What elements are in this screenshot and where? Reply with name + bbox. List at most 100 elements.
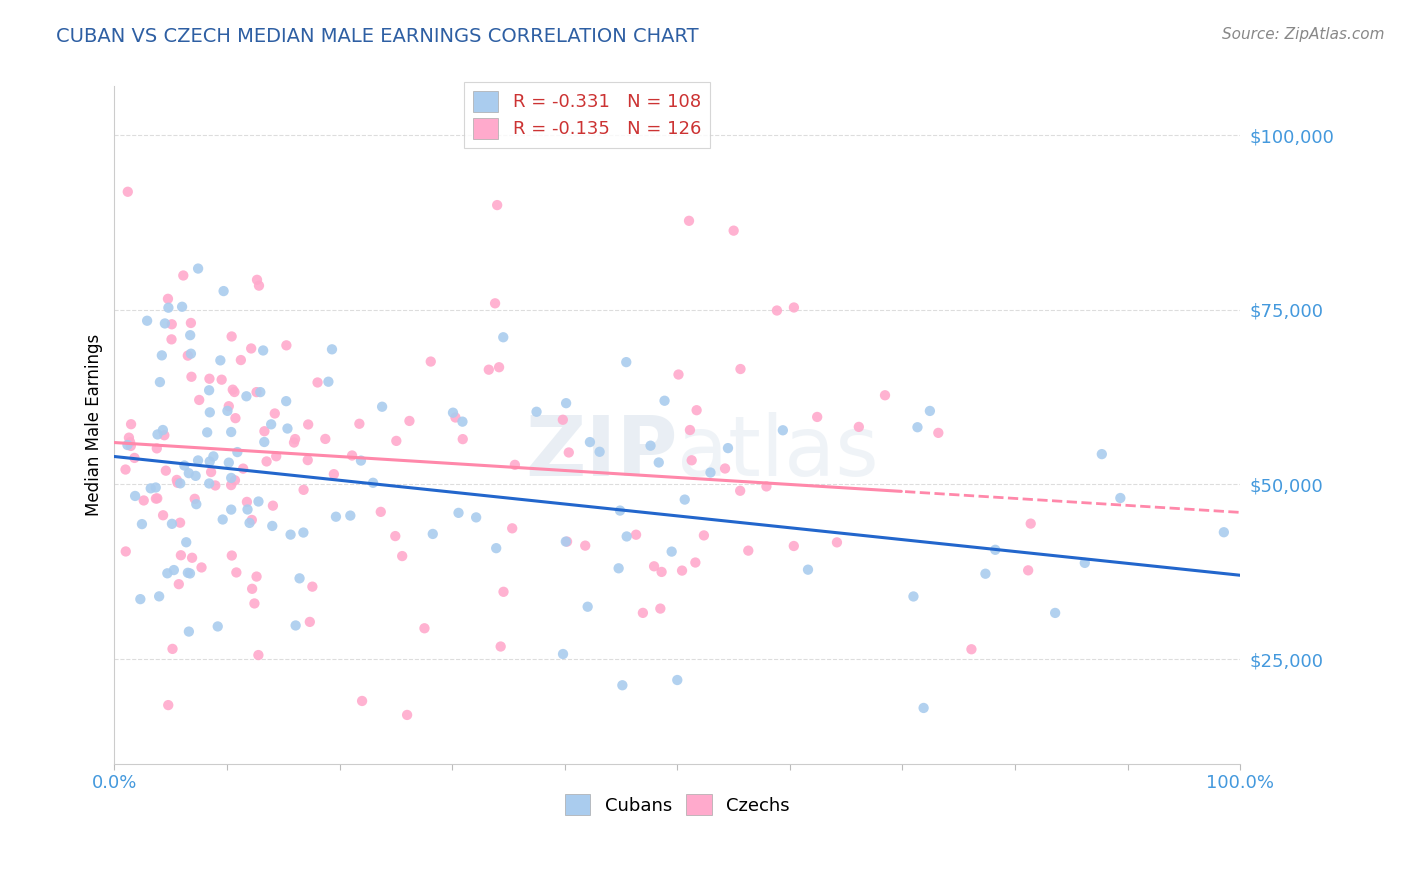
Point	[218, 456, 240, 470]
Point	[1109, 491, 1132, 505]
Point	[153, 428, 176, 442]
Point	[198, 384, 221, 398]
Point	[668, 368, 690, 382]
Point	[249, 385, 271, 400]
Point	[339, 508, 361, 523]
Point	[673, 492, 696, 507]
Point	[384, 529, 406, 543]
Point	[180, 316, 202, 330]
Point	[160, 332, 183, 346]
Point	[1019, 516, 1042, 531]
Point	[139, 481, 162, 495]
Point	[167, 577, 190, 591]
Point	[117, 185, 139, 199]
Point	[551, 413, 574, 427]
Point	[555, 534, 578, 549]
Text: ZIP: ZIP	[524, 412, 678, 492]
Point	[262, 499, 284, 513]
Point	[262, 519, 284, 533]
Point	[666, 673, 689, 687]
Point	[124, 489, 146, 503]
Point	[253, 435, 276, 450]
Point	[912, 701, 935, 715]
Point	[723, 224, 745, 238]
Point	[298, 615, 321, 629]
Point	[385, 434, 408, 448]
Point	[1017, 563, 1039, 577]
Point	[219, 471, 242, 485]
Point	[422, 527, 444, 541]
Point	[783, 301, 806, 315]
Point	[1212, 525, 1234, 540]
Point	[447, 506, 470, 520]
Point	[503, 458, 526, 472]
Text: Source: ZipAtlas.com: Source: ZipAtlas.com	[1222, 27, 1385, 42]
Point	[318, 375, 340, 389]
Point	[685, 403, 707, 417]
Point	[654, 393, 676, 408]
Point	[131, 517, 153, 532]
Point	[236, 495, 259, 509]
Point	[152, 508, 174, 523]
Point	[554, 534, 576, 549]
Point	[212, 284, 235, 298]
Point	[146, 427, 169, 442]
Point	[186, 497, 208, 511]
Point	[631, 606, 654, 620]
Point	[120, 439, 142, 453]
Point	[699, 466, 721, 480]
Point	[124, 450, 146, 465]
Point	[288, 571, 311, 585]
Point	[441, 406, 464, 420]
Point	[263, 407, 285, 421]
Point	[492, 584, 515, 599]
Point	[612, 678, 634, 692]
Point	[260, 417, 283, 432]
Point	[484, 296, 506, 310]
Point	[245, 569, 267, 583]
Point	[221, 329, 243, 343]
Point	[873, 388, 896, 402]
Point	[297, 453, 319, 467]
Point	[246, 273, 269, 287]
Point	[180, 369, 202, 384]
Point	[284, 432, 307, 446]
Point	[136, 314, 159, 328]
Point	[162, 641, 184, 656]
Point	[198, 454, 221, 468]
Point	[156, 566, 179, 581]
Text: atlas: atlas	[678, 412, 879, 492]
Point	[177, 624, 200, 639]
Point	[235, 389, 257, 403]
Point	[301, 580, 323, 594]
Point	[240, 513, 263, 527]
Point	[681, 453, 703, 467]
Point	[222, 383, 245, 397]
Point	[256, 454, 278, 468]
Point	[492, 330, 515, 344]
Text: CUBAN VS CZECH MEDIAN MALE EARNINGS CORRELATION CHART: CUBAN VS CZECH MEDIAN MALE EARNINGS CORR…	[56, 27, 699, 45]
Point	[245, 385, 267, 400]
Point	[679, 423, 702, 437]
Point	[153, 317, 176, 331]
Point	[607, 561, 630, 575]
Point	[224, 473, 246, 487]
Point	[283, 435, 305, 450]
Point	[172, 300, 194, 314]
Point	[276, 421, 298, 435]
Point	[181, 550, 204, 565]
Point	[391, 549, 413, 563]
Point	[132, 493, 155, 508]
Point	[685, 556, 707, 570]
Point	[1074, 556, 1097, 570]
Point	[217, 404, 239, 418]
Point	[478, 362, 501, 376]
Point	[247, 494, 270, 508]
Point	[218, 399, 240, 413]
Point	[211, 373, 233, 387]
Point	[321, 343, 343, 357]
Point	[174, 535, 197, 549]
Point	[728, 483, 751, 498]
Point	[238, 516, 260, 530]
Point	[558, 445, 581, 459]
